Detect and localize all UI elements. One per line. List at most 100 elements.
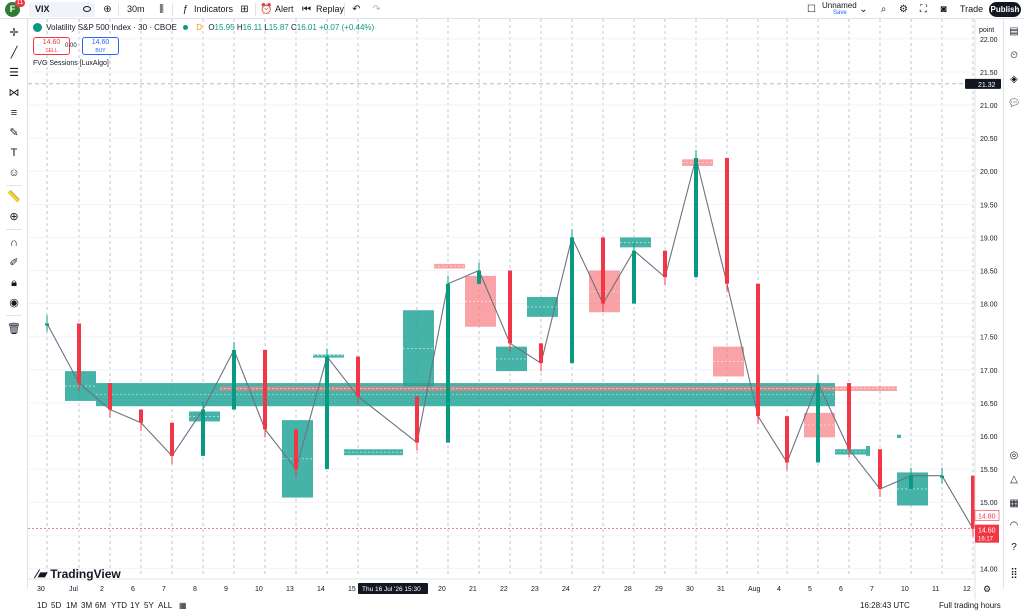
candle-body bbox=[785, 416, 789, 463]
price-chart[interactable]: point22.0021.5021.0020.5020.0019.5019.00… bbox=[28, 19, 1003, 599]
broadcast-icon[interactable]: ◠ bbox=[1009, 520, 1019, 531]
layout-name[interactable]: Unnamed bbox=[822, 1, 857, 10]
candle-body bbox=[170, 422, 174, 456]
watchlist-icon[interactable]: ▤ bbox=[1009, 26, 1019, 37]
alert-button[interactable]: Alert bbox=[275, 4, 294, 14]
candle-body bbox=[756, 283, 760, 417]
compare-plus-icon[interactable]: ⊕ bbox=[103, 4, 112, 15]
fib-levels-icon[interactable]: ≡ bbox=[10, 107, 18, 119]
templates-grid-icon[interactable]: ⊞ bbox=[240, 4, 249, 15]
range-5d[interactable]: 5D bbox=[51, 601, 62, 610]
chart-pane[interactable]: point 22.00 21.50 21.00 20.50 20.00 19.50 19.00… bbox=[28, 19, 1003, 599]
visibility-eye-icon[interactable]: ◉ bbox=[9, 297, 19, 309]
crosshair-icon[interactable]: ✛ bbox=[9, 27, 19, 39]
layout-checkbox-icon[interactable]: ☐ bbox=[807, 4, 816, 15]
trend-line-icon[interactable]: ╱ bbox=[10, 47, 18, 59]
lock-icon[interactable]: 🔒︎ bbox=[11, 277, 17, 289]
replay-icon[interactable]: ⏮ bbox=[302, 4, 311, 15]
crosshair-price-label: 21.32 bbox=[978, 82, 996, 89]
range-all[interactable]: ALL bbox=[158, 601, 173, 610]
symbol-search[interactable]: VIX bbox=[29, 2, 95, 17]
time-tick-label: 9 bbox=[224, 586, 228, 593]
time-tick-label: Jul bbox=[69, 586, 78, 593]
utc-clock[interactable]: 16:28:43 UTC bbox=[860, 601, 910, 610]
change-value: +0.07 (+0.44%) bbox=[319, 23, 375, 33]
alert-clock-icon[interactable]: ⏰ bbox=[260, 4, 273, 15]
price-tick-label: 15.50 bbox=[980, 467, 998, 474]
range-3m[interactable]: 3M bbox=[81, 601, 93, 610]
quick-search-icon[interactable]: ⌕ bbox=[880, 4, 887, 15]
low-value: 15.87 bbox=[268, 23, 289, 33]
candles-icon[interactable]: ⫼ bbox=[159, 4, 164, 15]
lock-pencil-icon[interactable]: ✐ bbox=[9, 257, 19, 269]
zoom-in-icon[interactable]: ⊕ bbox=[9, 211, 19, 223]
bottom-toolbar: 1D 5D 1M 3M 6M YTD 1Y 5Y ALL ▦ 16:28:43 … bbox=[28, 599, 1003, 611]
date-range-calendar-icon[interactable]: ▦ bbox=[179, 601, 187, 610]
buy-button[interactable]: 14.60 BUY bbox=[82, 37, 119, 55]
candle-body bbox=[909, 475, 913, 489]
candle-body bbox=[45, 323, 49, 326]
legend-title[interactable]: Volatility S&P 500 Index · 30 · CBOE bbox=[46, 23, 177, 33]
indicators-icon[interactable]: ƒ bbox=[182, 4, 189, 15]
text-tool-icon[interactable]: T bbox=[10, 147, 18, 159]
crosshair-time-tag bbox=[358, 583, 428, 594]
range-1d[interactable]: 1D bbox=[37, 601, 48, 610]
price-tick-label: 14.00 bbox=[980, 566, 998, 573]
alerts-clock-icon[interactable]: ⏲ bbox=[1010, 50, 1018, 61]
session-selector[interactable]: Full trading hours bbox=[939, 601, 1001, 610]
chevron-down-icon[interactable]: ⌄ bbox=[859, 4, 868, 15]
time-tick-label: 14 bbox=[317, 586, 325, 593]
interval-button[interactable]: 30m bbox=[127, 4, 145, 14]
layers-icon[interactable]: ◈ bbox=[1010, 74, 1018, 85]
time-tick-label: 4 bbox=[777, 586, 781, 593]
time-tick-label: 29 bbox=[655, 586, 663, 593]
ruler-icon[interactable]: 📏 bbox=[7, 191, 21, 203]
tree-icon[interactable]: △ bbox=[1010, 474, 1018, 485]
chat-icon[interactable]: 💬︎ bbox=[1007, 98, 1021, 109]
time-tick-label: 6 bbox=[131, 586, 135, 593]
replay-button[interactable]: Replay bbox=[316, 4, 345, 14]
sell-label: SELL bbox=[45, 48, 58, 54]
fvg-box bbox=[897, 434, 901, 438]
publish-button[interactable]: Publish bbox=[989, 2, 1021, 17]
range-1m[interactable]: 1M bbox=[66, 601, 78, 610]
magnet-icon[interactable]: ∩ bbox=[10, 237, 18, 249]
price-tick-label: 18.00 bbox=[980, 302, 998, 309]
ohlc-values: O15.95 H16.11 L15.87 C16.01 +0.07 (+0.44… bbox=[208, 23, 375, 33]
indicator-legend[interactable]: FVG Sessions [LuxAlgo] bbox=[33, 60, 109, 67]
emoji-icon[interactable]: ☺ bbox=[8, 167, 20, 179]
help-circle-icon[interactable]: ? bbox=[1011, 542, 1017, 553]
range-6m[interactable]: 6M bbox=[95, 601, 107, 610]
sell-button[interactable]: 14.60 SELL bbox=[33, 37, 70, 55]
fullscreen-icon[interactable]: ⛶ bbox=[920, 4, 927, 15]
candle-body bbox=[356, 356, 360, 397]
fvg-box bbox=[866, 445, 870, 456]
range-5y[interactable]: 5Y bbox=[144, 601, 154, 610]
target-icon[interactable]: ◎ bbox=[1009, 450, 1019, 461]
candle-body bbox=[632, 250, 636, 304]
apps-grid-icon[interactable]: ⣿ bbox=[1010, 568, 1018, 579]
time-tick-label: 31 bbox=[717, 586, 725, 593]
brush-icon[interactable]: ✎ bbox=[9, 127, 19, 139]
eye-icon[interactable] bbox=[83, 6, 91, 12]
undo-icon[interactable]: ↶ bbox=[352, 4, 361, 15]
range-1y[interactable]: 1Y bbox=[130, 601, 140, 610]
pattern-icon[interactable]: ⋈ bbox=[8, 87, 20, 99]
channel-lines-icon[interactable]: ☰ bbox=[9, 67, 19, 79]
calendar-icon[interactable]: ▦ bbox=[1009, 498, 1019, 509]
trade-button[interactable]: Trade bbox=[960, 4, 984, 14]
buy-label: BUY bbox=[95, 48, 106, 54]
candle-body bbox=[108, 383, 112, 410]
redo-icon[interactable]: ↷ bbox=[372, 4, 381, 15]
settings-gear-icon[interactable]: ⚙ bbox=[899, 4, 908, 15]
time-tick-label: 15 bbox=[348, 586, 356, 593]
snapshot-camera-icon[interactable]: ◙ bbox=[940, 4, 947, 15]
top-toolbar: F 11 VIX ⊕ 30m ⫼ ƒ Indicators ⊞ ⏰ Alert … bbox=[0, 0, 1024, 19]
layout-save-label[interactable]: Save bbox=[833, 10, 847, 16]
range-ytd[interactable]: YTD bbox=[111, 601, 127, 610]
indicators-button[interactable]: Indicators bbox=[194, 4, 234, 14]
candle-body bbox=[325, 356, 329, 470]
trash-icon[interactable]: 🗑︎ bbox=[7, 323, 21, 335]
tradingview-logo[interactable]: ⁄▰ TradingView bbox=[36, 567, 121, 581]
fvg-box bbox=[434, 263, 465, 269]
